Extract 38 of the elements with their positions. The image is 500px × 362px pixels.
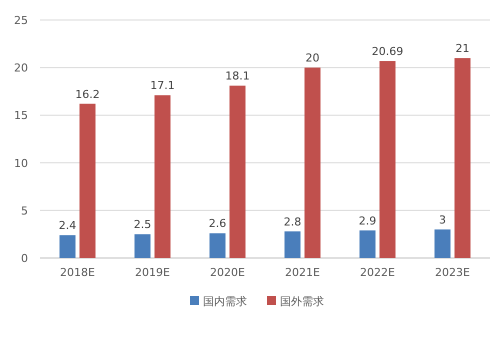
x-tick-label: 2019E	[135, 266, 170, 279]
data-label: 16.2	[75, 88, 100, 101]
bar	[210, 233, 226, 258]
data-label: 18.1	[225, 70, 250, 83]
data-label: 2.6	[208, 217, 226, 230]
bar	[134, 234, 150, 258]
y-tick-label: 20	[14, 62, 28, 75]
x-tick-label: 2022E	[360, 266, 396, 279]
x-tick-label: 2023E	[435, 266, 470, 279]
bar	[154, 95, 170, 258]
data-label: 2.4	[58, 219, 76, 232]
data-label: 3	[439, 213, 446, 226]
data-label: 2.9	[358, 214, 376, 228]
data-label: 2.5	[134, 218, 152, 232]
data-label: 21	[456, 42, 470, 56]
bar	[380, 61, 396, 258]
bar	[454, 58, 470, 258]
bar	[360, 230, 376, 258]
y-tick-label: 0	[21, 252, 28, 265]
legend-label: 国外需求	[280, 295, 324, 308]
data-label: 20.69	[372, 45, 404, 58]
x-tick-label: 2020E	[210, 266, 246, 279]
bar	[60, 235, 76, 258]
data-label: 17.1	[150, 79, 175, 92]
bar	[434, 229, 450, 258]
bar	[284, 231, 300, 258]
data-label: 2.8	[284, 215, 302, 228]
bar	[80, 104, 96, 258]
y-tick-label: 10	[14, 156, 28, 170]
legend-label: 国内需求	[203, 295, 247, 308]
y-tick-label: 25	[14, 14, 28, 27]
x-tick-label: 2018E	[60, 266, 96, 279]
bar	[230, 86, 246, 258]
data-label: 20	[306, 52, 320, 65]
y-tick-label: 5	[21, 204, 28, 218]
y-tick-label: 15	[14, 109, 28, 122]
bar	[304, 68, 320, 258]
x-tick-label: 2021E	[285, 266, 320, 279]
